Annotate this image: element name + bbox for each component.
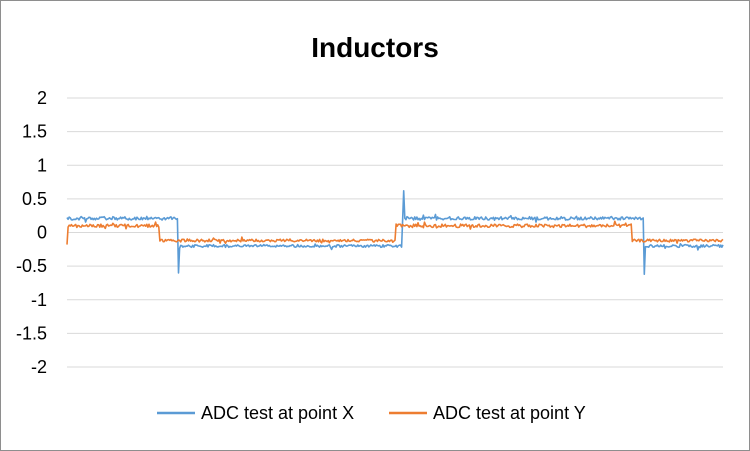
chart-title: Inductors	[311, 32, 439, 63]
series-line-2	[66, 220, 724, 245]
y-tick-label: 2	[37, 88, 47, 108]
series-lines	[66, 190, 724, 276]
legend: ADC test at point X ADC test at point Y	[157, 403, 586, 423]
legend-label-2: ADC test at point Y	[433, 403, 586, 423]
y-axis-ticks: 2 1.5 1 0.5 0 -0.5 -1 -1.5 -2	[16, 88, 47, 377]
series-line-1	[66, 190, 724, 276]
y-tick-label: 0	[37, 223, 47, 243]
y-tick-label: 1	[37, 155, 47, 175]
y-tick-label: 0.5	[22, 189, 47, 209]
y-tick-label: -1.5	[16, 323, 47, 343]
legend-label-1: ADC test at point X	[201, 403, 354, 423]
y-tick-label: 1.5	[22, 122, 47, 142]
y-tick-label: -0.5	[16, 256, 47, 276]
y-tick-label: -1	[31, 290, 47, 310]
y-tick-label: -2	[31, 357, 47, 377]
